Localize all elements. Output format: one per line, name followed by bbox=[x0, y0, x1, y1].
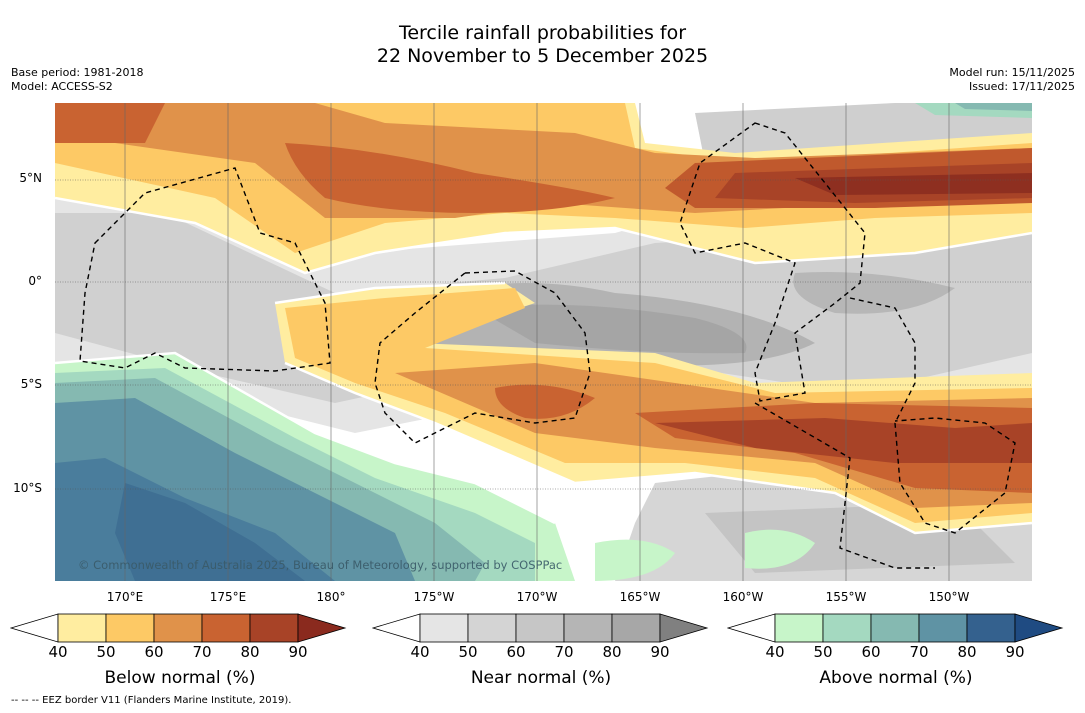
colorbar-near-tick: 70 bbox=[554, 643, 574, 661]
colorbar-above-tick: 40 bbox=[765, 643, 785, 661]
colorbar-above-tick: 80 bbox=[957, 643, 977, 661]
base-period: Base period: 1981-2018 bbox=[11, 66, 144, 79]
colorbar-near-normal bbox=[372, 613, 709, 643]
colorbar-above-low-extension bbox=[727, 613, 776, 643]
map-title-line2: 22 November to 5 December 2025 bbox=[376, 45, 709, 67]
lon-label-170w: 170°W bbox=[516, 590, 558, 604]
colorbar-above-segment bbox=[774, 613, 824, 643]
colorbar-below-tick: 60 bbox=[144, 643, 164, 661]
lon-label-170e: 170°E bbox=[106, 590, 144, 604]
colorbar-near-tick: 50 bbox=[458, 643, 478, 661]
lon-label-160w: 160°W bbox=[722, 590, 764, 604]
colorbar-below-segment bbox=[249, 613, 299, 643]
lat-label-10s: 10°S bbox=[13, 481, 42, 495]
colorbar-near-tick: 40 bbox=[410, 643, 430, 661]
colorbar-near-title: Near normal (%) bbox=[470, 668, 612, 688]
lat-label-5s: 5°S bbox=[20, 377, 42, 391]
model-run: Model run: 15/11/2025 bbox=[949, 66, 1075, 79]
colorbar-near-segment bbox=[611, 613, 661, 643]
colorbar-above-high-extension bbox=[1014, 613, 1064, 643]
colorbar-below-tick: 90 bbox=[288, 643, 308, 661]
colorbar-above-normal bbox=[727, 613, 1064, 643]
lat-label-0: 0° bbox=[28, 274, 42, 288]
colorbar-below-normal bbox=[10, 613, 347, 643]
colorbar-above-title: Above normal (%) bbox=[819, 668, 973, 688]
colorbar-near-tick: 90 bbox=[650, 643, 670, 661]
colorbar-above-tick: 70 bbox=[909, 643, 929, 661]
colorbar-below-segment bbox=[201, 613, 251, 643]
colorbar-below-low-extension bbox=[10, 613, 59, 643]
colorbar-above-segment bbox=[918, 613, 968, 643]
eez-footnote: -- -- -- EEZ border V11 (Flanders Marine… bbox=[11, 695, 292, 706]
colorbar-above-segment bbox=[870, 613, 920, 643]
copyright-notice: © Commonwealth of Australia 2025, Bureau… bbox=[78, 558, 563, 572]
colorbar-below-segment bbox=[57, 613, 107, 643]
colorbar-below-segment bbox=[153, 613, 203, 643]
colorbar-below-tick: 40 bbox=[48, 643, 68, 661]
colorbar-below-tick: 50 bbox=[96, 643, 116, 661]
graticule bbox=[55, 179, 1032, 490]
colorbar-above-segment bbox=[822, 613, 872, 643]
lon-label-175e: 175°E bbox=[209, 590, 247, 604]
issued-date: Issued: 17/11/2025 bbox=[968, 80, 1075, 93]
lon-label-175w: 175°W bbox=[413, 590, 455, 604]
lon-label-150w: 150°W bbox=[928, 590, 970, 604]
colorbar-near-high-extension bbox=[659, 613, 709, 643]
colorbar-near-low-extension bbox=[372, 613, 421, 643]
contour-lines bbox=[55, 196, 1032, 535]
colorbar-below-tick: 70 bbox=[192, 643, 212, 661]
rainfall-probability-map: © Commonwealth of Australia 2025, Bureau… bbox=[55, 103, 1032, 581]
colorbar-above-tick: 90 bbox=[1005, 643, 1025, 661]
colorbar-near-tick: 80 bbox=[602, 643, 622, 661]
colorbar-near-segment bbox=[419, 613, 469, 643]
colorbar-above-tick: 60 bbox=[861, 643, 881, 661]
lon-label-155w: 155°W bbox=[825, 590, 867, 604]
colorbar-near-tick: 60 bbox=[506, 643, 526, 661]
colorbar-near-segment bbox=[515, 613, 565, 643]
map-title-line1: Tercile rainfall probabilities for bbox=[398, 22, 687, 44]
eez-borders bbox=[79, 122, 1016, 569]
lon-label-180: 180° bbox=[316, 590, 346, 604]
colorbar-above-tick: 50 bbox=[813, 643, 833, 661]
above-normal-southwest bbox=[55, 103, 1032, 581]
colorbar-below-segment bbox=[105, 613, 155, 643]
lon-label-165w: 165°W bbox=[619, 590, 661, 604]
colorbar-below-title: Below normal (%) bbox=[104, 668, 256, 688]
colorbar-below-high-extension bbox=[297, 613, 347, 643]
model-name: Model: ACCESS-S2 bbox=[11, 80, 113, 93]
colorbar-above-segment bbox=[966, 613, 1016, 643]
below-normal-south bbox=[275, 283, 1032, 533]
colorbar-near-segment bbox=[563, 613, 613, 643]
colorbar-near-segment bbox=[467, 613, 517, 643]
below-normal-north bbox=[55, 103, 1032, 273]
meridians bbox=[124, 103, 950, 581]
colorbar-below-tick: 80 bbox=[240, 643, 260, 661]
lat-label-5n: 5°N bbox=[19, 171, 42, 185]
